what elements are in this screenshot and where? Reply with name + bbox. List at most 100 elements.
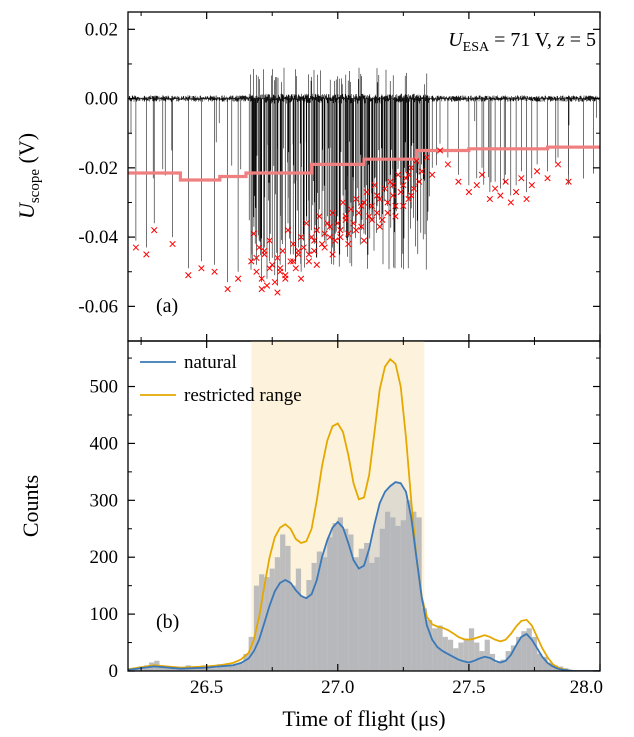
- peak-marker: [290, 258, 297, 265]
- histogram-bar: [468, 628, 475, 671]
- histogram-bar: [379, 528, 385, 671]
- histogram-bar: [316, 551, 323, 671]
- histogram-bar: [432, 628, 438, 671]
- y-tick-label: 0.02: [85, 19, 118, 40]
- peak-marker: [347, 206, 355, 213]
- panel-b-frame: [127, 340, 601, 672]
- histogram-bar: [390, 517, 396, 671]
- peak-marker: [368, 202, 376, 210]
- histogram-bar: [505, 651, 511, 671]
- histogram-bar: [232, 665, 239, 671]
- histogram-bar: [531, 636, 538, 671]
- peak-marker: [282, 272, 289, 279]
- histogram-bar: [259, 574, 265, 671]
- histogram-bar: [542, 656, 548, 671]
- peak-marker: [408, 192, 415, 199]
- peak-marker: [358, 202, 365, 210]
- peak-marker: [198, 265, 205, 272]
- peak-marker: [258, 275, 265, 282]
- peak-marker: [318, 240, 326, 248]
- peak-marker: [339, 199, 347, 206]
- peak-marker: [497, 192, 504, 199]
- histogram-bar: [264, 577, 270, 671]
- legend: natural restricted range: [140, 352, 302, 406]
- histogram-bar: [547, 662, 553, 671]
- peak-marker: [269, 261, 276, 268]
- peak-marker: [253, 268, 260, 275]
- peak-marker: [297, 233, 305, 241]
- peak-marker: [400, 202, 407, 210]
- peak-marker: [389, 182, 396, 189]
- histogram-bar: [458, 642, 464, 671]
- peak-marker: [334, 220, 341, 227]
- x-tick-label: 27.0: [321, 677, 354, 698]
- peak-marker: [371, 182, 378, 189]
- peak-marker: [311, 237, 318, 244]
- threshold-line: [128, 145, 600, 182]
- peak-marker: [311, 247, 318, 255]
- peak-marker: [345, 230, 352, 237]
- peak-marker: [169, 240, 176, 248]
- peak-marker: [358, 223, 365, 230]
- y-tick-label: 400: [90, 433, 119, 454]
- histogram-bar: [358, 548, 364, 671]
- peak-marker: [261, 247, 268, 255]
- peak-marker: [392, 202, 399, 210]
- histogram-bar: [510, 645, 517, 671]
- histogram-bar: [337, 517, 344, 671]
- peak-marker: [295, 247, 302, 255]
- peak-marker: [554, 161, 562, 168]
- peak-marker: [321, 230, 328, 237]
- natural-fill: [128, 482, 600, 671]
- peak-marker: [292, 265, 299, 272]
- histogram-bar: [463, 639, 469, 671]
- histogram-bar: [311, 562, 317, 671]
- series-restricted-range: [128, 357, 600, 671]
- peak-marker: [400, 182, 407, 189]
- peak-marker: [410, 185, 417, 192]
- peak-marker: [373, 209, 381, 217]
- peak-marker: [523, 195, 530, 203]
- histogram-bar: [384, 511, 391, 671]
- peak-marker: [287, 258, 294, 265]
- peak-marker: [507, 199, 514, 206]
- peak-marker: [151, 227, 158, 234]
- histogram-bar: [227, 666, 233, 671]
- histogram-bar: [285, 545, 291, 671]
- panel-a-x-ticks: [206, 12, 601, 341]
- histogram-bar: [343, 528, 349, 671]
- peak-marker: [234, 275, 242, 282]
- peak-marker: [290, 240, 297, 248]
- peak-marker: [423, 154, 431, 161]
- peak-marker: [397, 188, 404, 196]
- histogram-bar: [405, 500, 412, 671]
- peak-marker: [491, 185, 499, 192]
- peak-marker: [211, 268, 218, 275]
- panel-b-y-ticks: 0 100 200 300 400 500: [90, 357, 600, 682]
- histogram-bar: [411, 511, 417, 671]
- peak-marker: [533, 168, 541, 175]
- y-tick-label: -0.06: [78, 296, 118, 317]
- histogram-bar: [322, 557, 328, 671]
- peak-marker: [326, 223, 334, 230]
- peak-marker: [473, 182, 480, 189]
- peak-marker: [502, 178, 509, 185]
- peak-marker: [366, 213, 373, 220]
- peak-marker: [486, 195, 494, 203]
- histogram-bar: [164, 666, 170, 671]
- y-tick-label: -0.04: [78, 227, 118, 248]
- peak-marker: [248, 258, 255, 265]
- histogram-bar: [196, 668, 202, 671]
- peak-marker: [303, 220, 310, 227]
- peak-marker: [143, 251, 150, 258]
- peak-marker: [342, 213, 349, 220]
- y-tick-label: 100: [90, 604, 119, 625]
- peak-marker: [360, 199, 368, 206]
- histogram-bar: [453, 648, 459, 671]
- histogram-bar: [479, 651, 485, 671]
- peak-marker: [185, 272, 192, 279]
- histogram-bar: [426, 619, 433, 671]
- y-tick-label: 300: [90, 490, 119, 511]
- peak-marker: [350, 220, 357, 227]
- peak-marker: [384, 199, 391, 206]
